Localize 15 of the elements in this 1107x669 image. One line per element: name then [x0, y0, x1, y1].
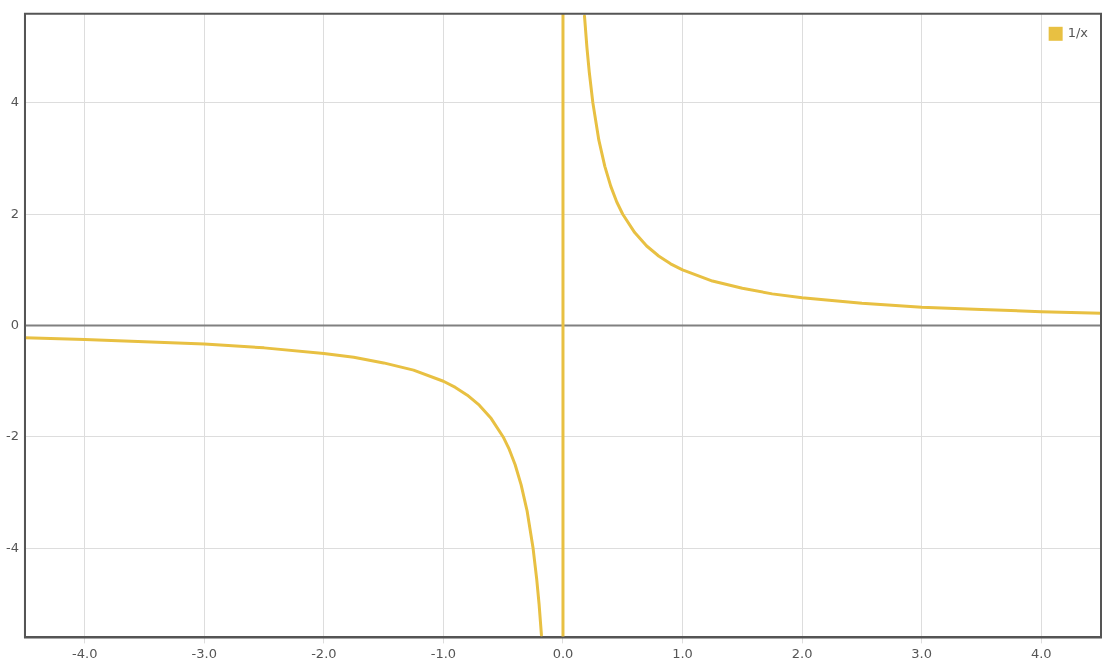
- x-tick-label: 0.0: [552, 645, 574, 661]
- x-tick-label: -3.0: [191, 645, 217, 661]
- x-tick-label: 1.0: [672, 645, 693, 661]
- y-tick-label: -2: [5, 428, 19, 444]
- y-tick-label: 2: [10, 205, 19, 221]
- x-tick-label: -2.0: [311, 645, 337, 661]
- legend-label: 1/x: [1067, 25, 1089, 41]
- x-tick-label: -1.0: [430, 645, 457, 661]
- x-tick-label: 3.0: [911, 645, 932, 661]
- x-tick-label: -4.0: [72, 645, 98, 661]
- x-tick-label: 2.0: [791, 645, 813, 661]
- y-tick-label: -4: [5, 539, 19, 555]
- x-tick-label: 4.0: [1030, 645, 1052, 661]
- y-tick-label: 0: [10, 316, 19, 332]
- y-tick-label: 4: [10, 94, 19, 110]
